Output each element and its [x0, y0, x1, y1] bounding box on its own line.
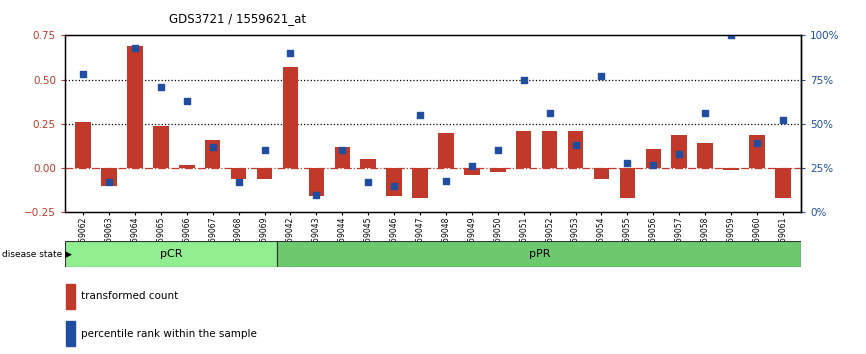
Point — [672, 151, 686, 157]
Point — [491, 148, 505, 153]
Point — [206, 144, 220, 150]
Point — [517, 77, 531, 82]
Point — [335, 148, 349, 153]
Point — [620, 160, 634, 166]
Bar — [723, 168, 739, 170]
Point — [646, 162, 660, 167]
Bar — [308, 168, 324, 196]
Point — [569, 142, 583, 148]
Point — [309, 192, 323, 198]
Bar — [412, 168, 428, 198]
Point — [361, 179, 375, 185]
Bar — [179, 165, 195, 168]
Bar — [205, 140, 221, 168]
Point — [724, 33, 738, 38]
Point — [413, 112, 427, 118]
Point — [698, 110, 712, 116]
Bar — [542, 131, 558, 168]
Bar — [153, 126, 169, 168]
Point — [465, 164, 479, 169]
Bar — [671, 135, 687, 168]
Bar — [277, 241, 801, 267]
Bar — [568, 131, 584, 168]
Text: percentile rank within the sample: percentile rank within the sample — [81, 329, 257, 339]
Text: pPR: pPR — [528, 249, 550, 259]
Point — [154, 84, 168, 90]
Point — [776, 118, 790, 123]
Text: disease state ▶: disease state ▶ — [2, 250, 72, 258]
Point — [257, 148, 271, 153]
Bar — [66, 284, 75, 309]
Bar — [282, 67, 298, 168]
Bar — [360, 159, 376, 168]
Bar — [594, 168, 610, 179]
Point — [180, 98, 194, 104]
Bar — [101, 168, 117, 186]
Bar — [75, 122, 91, 168]
Bar — [464, 168, 480, 175]
Point — [283, 50, 297, 56]
Point — [232, 179, 246, 185]
Point — [750, 141, 764, 146]
Point — [439, 178, 453, 183]
Bar — [65, 241, 277, 267]
Point — [128, 45, 142, 51]
Bar — [490, 168, 506, 172]
Point — [76, 72, 90, 77]
Bar — [66, 321, 75, 346]
Bar — [749, 135, 765, 168]
Bar — [619, 168, 635, 198]
Point — [595, 73, 609, 79]
Bar — [127, 46, 143, 168]
Bar — [645, 149, 661, 168]
Bar — [386, 168, 402, 196]
Text: transformed count: transformed count — [81, 291, 178, 301]
Bar — [438, 133, 454, 168]
Text: GDS3721 / 1559621_at: GDS3721 / 1559621_at — [169, 12, 306, 25]
Bar — [697, 143, 713, 168]
Point — [387, 183, 401, 189]
Point — [543, 110, 557, 116]
Point — [102, 179, 116, 185]
Text: pCR: pCR — [160, 249, 183, 259]
Bar — [231, 168, 247, 179]
Bar — [256, 168, 272, 179]
Bar — [775, 168, 791, 198]
Bar — [334, 147, 350, 168]
Bar — [516, 131, 532, 168]
